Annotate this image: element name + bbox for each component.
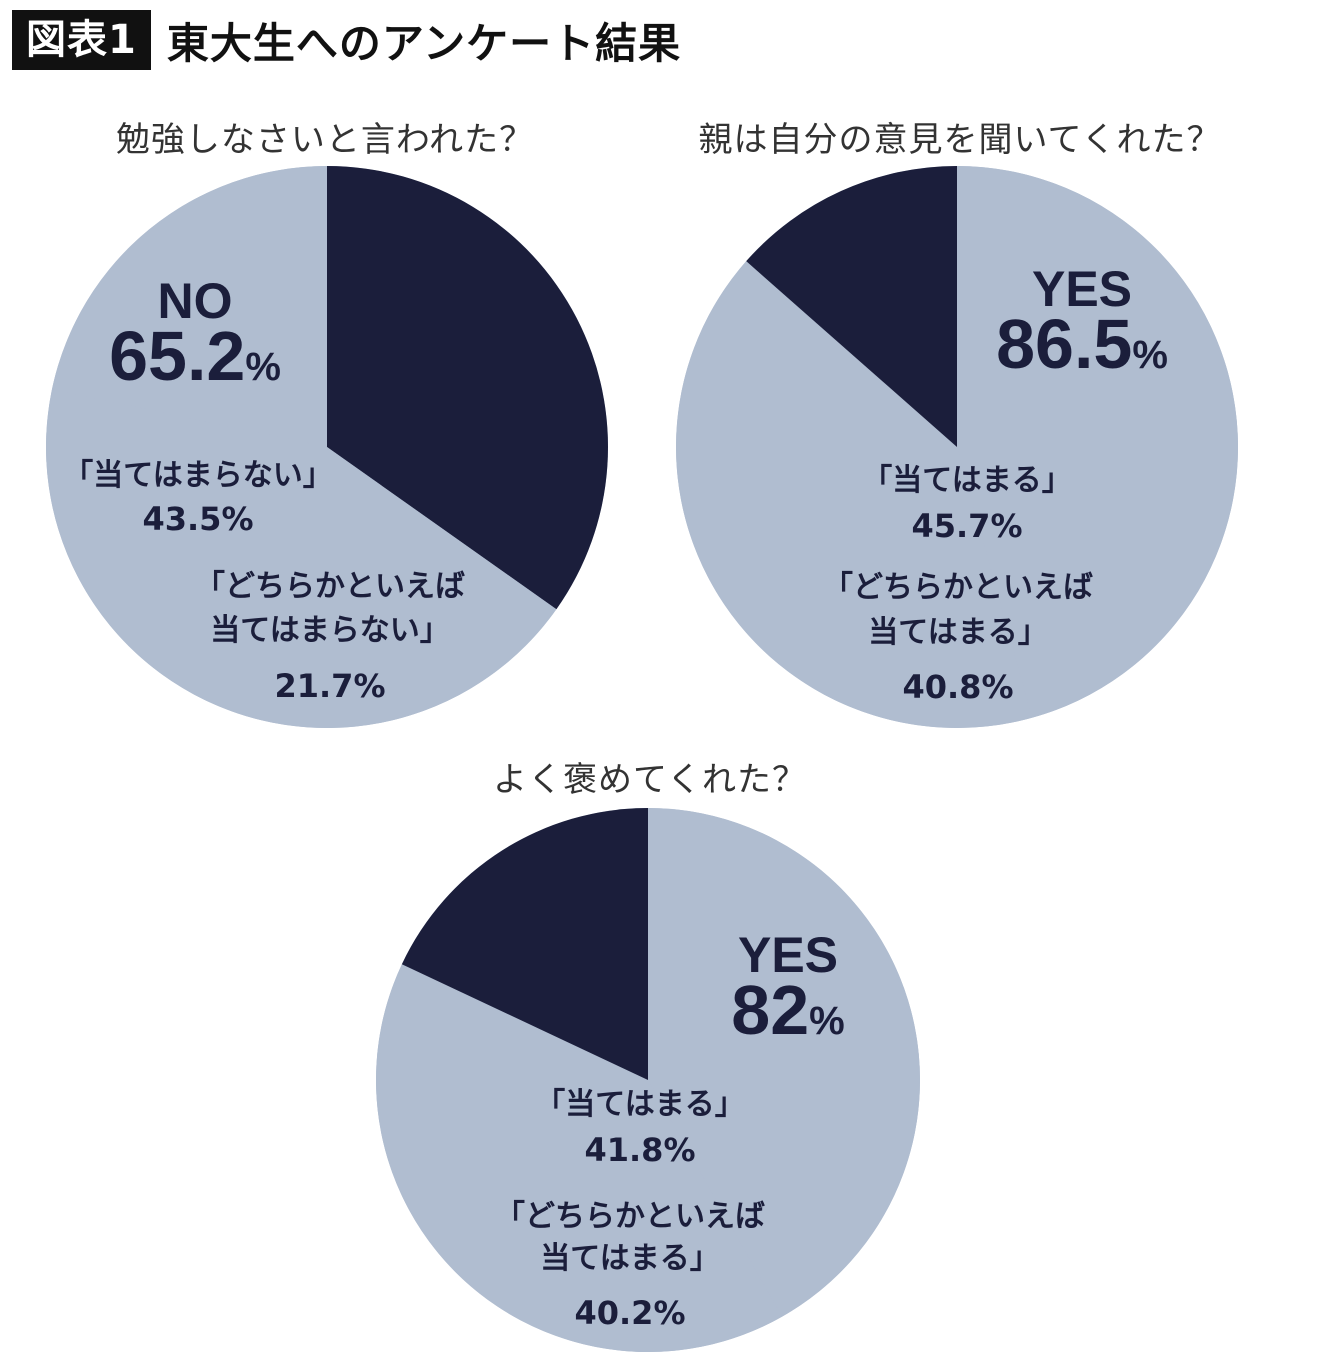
pie3-slice2-label-line2: 当てはまる」: [540, 1241, 719, 1276]
chart1-title: 勉強しなさいと言われた？: [115, 120, 535, 160]
figure-badge: 図表1: [12, 10, 151, 70]
pie1-slice-1: [45, 389, 557, 728]
pie2-slice-2: [676, 261, 1032, 729]
pie3-slice1-label: 「当てはまる」: [535, 1087, 744, 1122]
figure-header: 図表1 東大生へのアンケート結果: [12, 10, 681, 70]
pie3-slice-2: [376, 964, 783, 1352]
pie1-slice1-value: 43.5%: [142, 500, 253, 538]
pie2-slice-other: [746, 166, 957, 447]
pie2-slice2-value: 40.8%: [902, 668, 1013, 706]
pie2-slice2-label-line2: 当てはまる」: [868, 615, 1047, 650]
pie3-slice-1: [648, 808, 920, 1317]
chart2-title: 親は自分の意見を聞いてくれた？: [698, 120, 1222, 160]
pie1-slice-2: [52, 166, 327, 447]
pie2-slice1-value: 45.7%: [911, 507, 1022, 545]
pie1-slice2-label-line1: 「どちらかといえば: [195, 569, 465, 604]
pie1-slice2-value: 21.7%: [274, 667, 385, 705]
pie2-slice1-label: 「当てはまる」: [862, 463, 1071, 498]
pie3-slice2-value: 40.2%: [574, 1294, 685, 1332]
chart3-title: よく褒めてくれた？: [493, 760, 807, 800]
pie1-main-label: NO: [158, 273, 233, 329]
pie2-main-value: 86.5%: [996, 305, 1168, 383]
pie3-main-value: 82%: [731, 971, 844, 1049]
pie3-slice-other: [401, 808, 648, 1080]
pie3-main-label: YES: [738, 927, 838, 983]
pie3-slice1-value: 41.8%: [584, 1131, 695, 1169]
pie1-main-value: 65.2%: [109, 317, 281, 395]
pie2-slice2-label-line1: 「どちらかといえば: [823, 570, 1093, 605]
pie1-slice2-label-line2: 当てはまらない」: [210, 613, 449, 648]
pie3-slice2-label-line1: 「どちらかといえば: [495, 1199, 765, 1234]
pie2-slice-1: [957, 166, 1238, 718]
pie2-main-label: YES: [1032, 261, 1132, 317]
pie1-slice1-label: 「当てはまらない」: [63, 458, 332, 493]
pie1-slice-other: [327, 166, 609, 610]
figure-title: 東大生へのアンケート結果: [166, 18, 682, 68]
